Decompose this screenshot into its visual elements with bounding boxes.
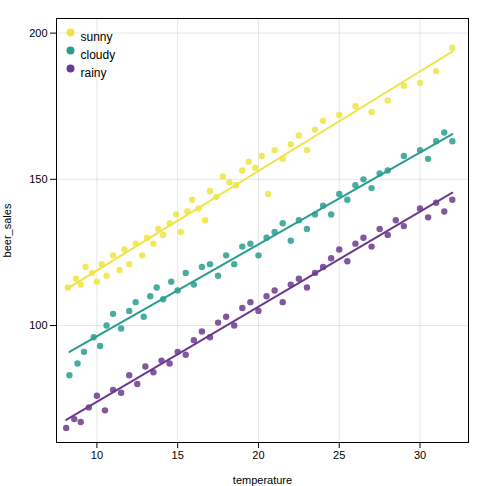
- svg-text:temperature: temperature: [233, 474, 292, 486]
- svg-text:10: 10: [91, 449, 103, 461]
- svg-text:25: 25: [333, 449, 345, 461]
- svg-text:15: 15: [172, 449, 184, 461]
- svg-text:sunny: sunny: [81, 30, 113, 44]
- svg-text:cloudy: cloudy: [81, 48, 116, 62]
- svg-text:30: 30: [414, 449, 426, 461]
- svg-text:beer_sales: beer_sales: [1, 203, 13, 257]
- svg-text:200: 200: [29, 27, 47, 39]
- svg-text:20: 20: [252, 449, 264, 461]
- svg-text:100: 100: [29, 319, 47, 331]
- svg-text:rainy: rainy: [81, 66, 107, 80]
- svg-text:150: 150: [29, 173, 47, 185]
